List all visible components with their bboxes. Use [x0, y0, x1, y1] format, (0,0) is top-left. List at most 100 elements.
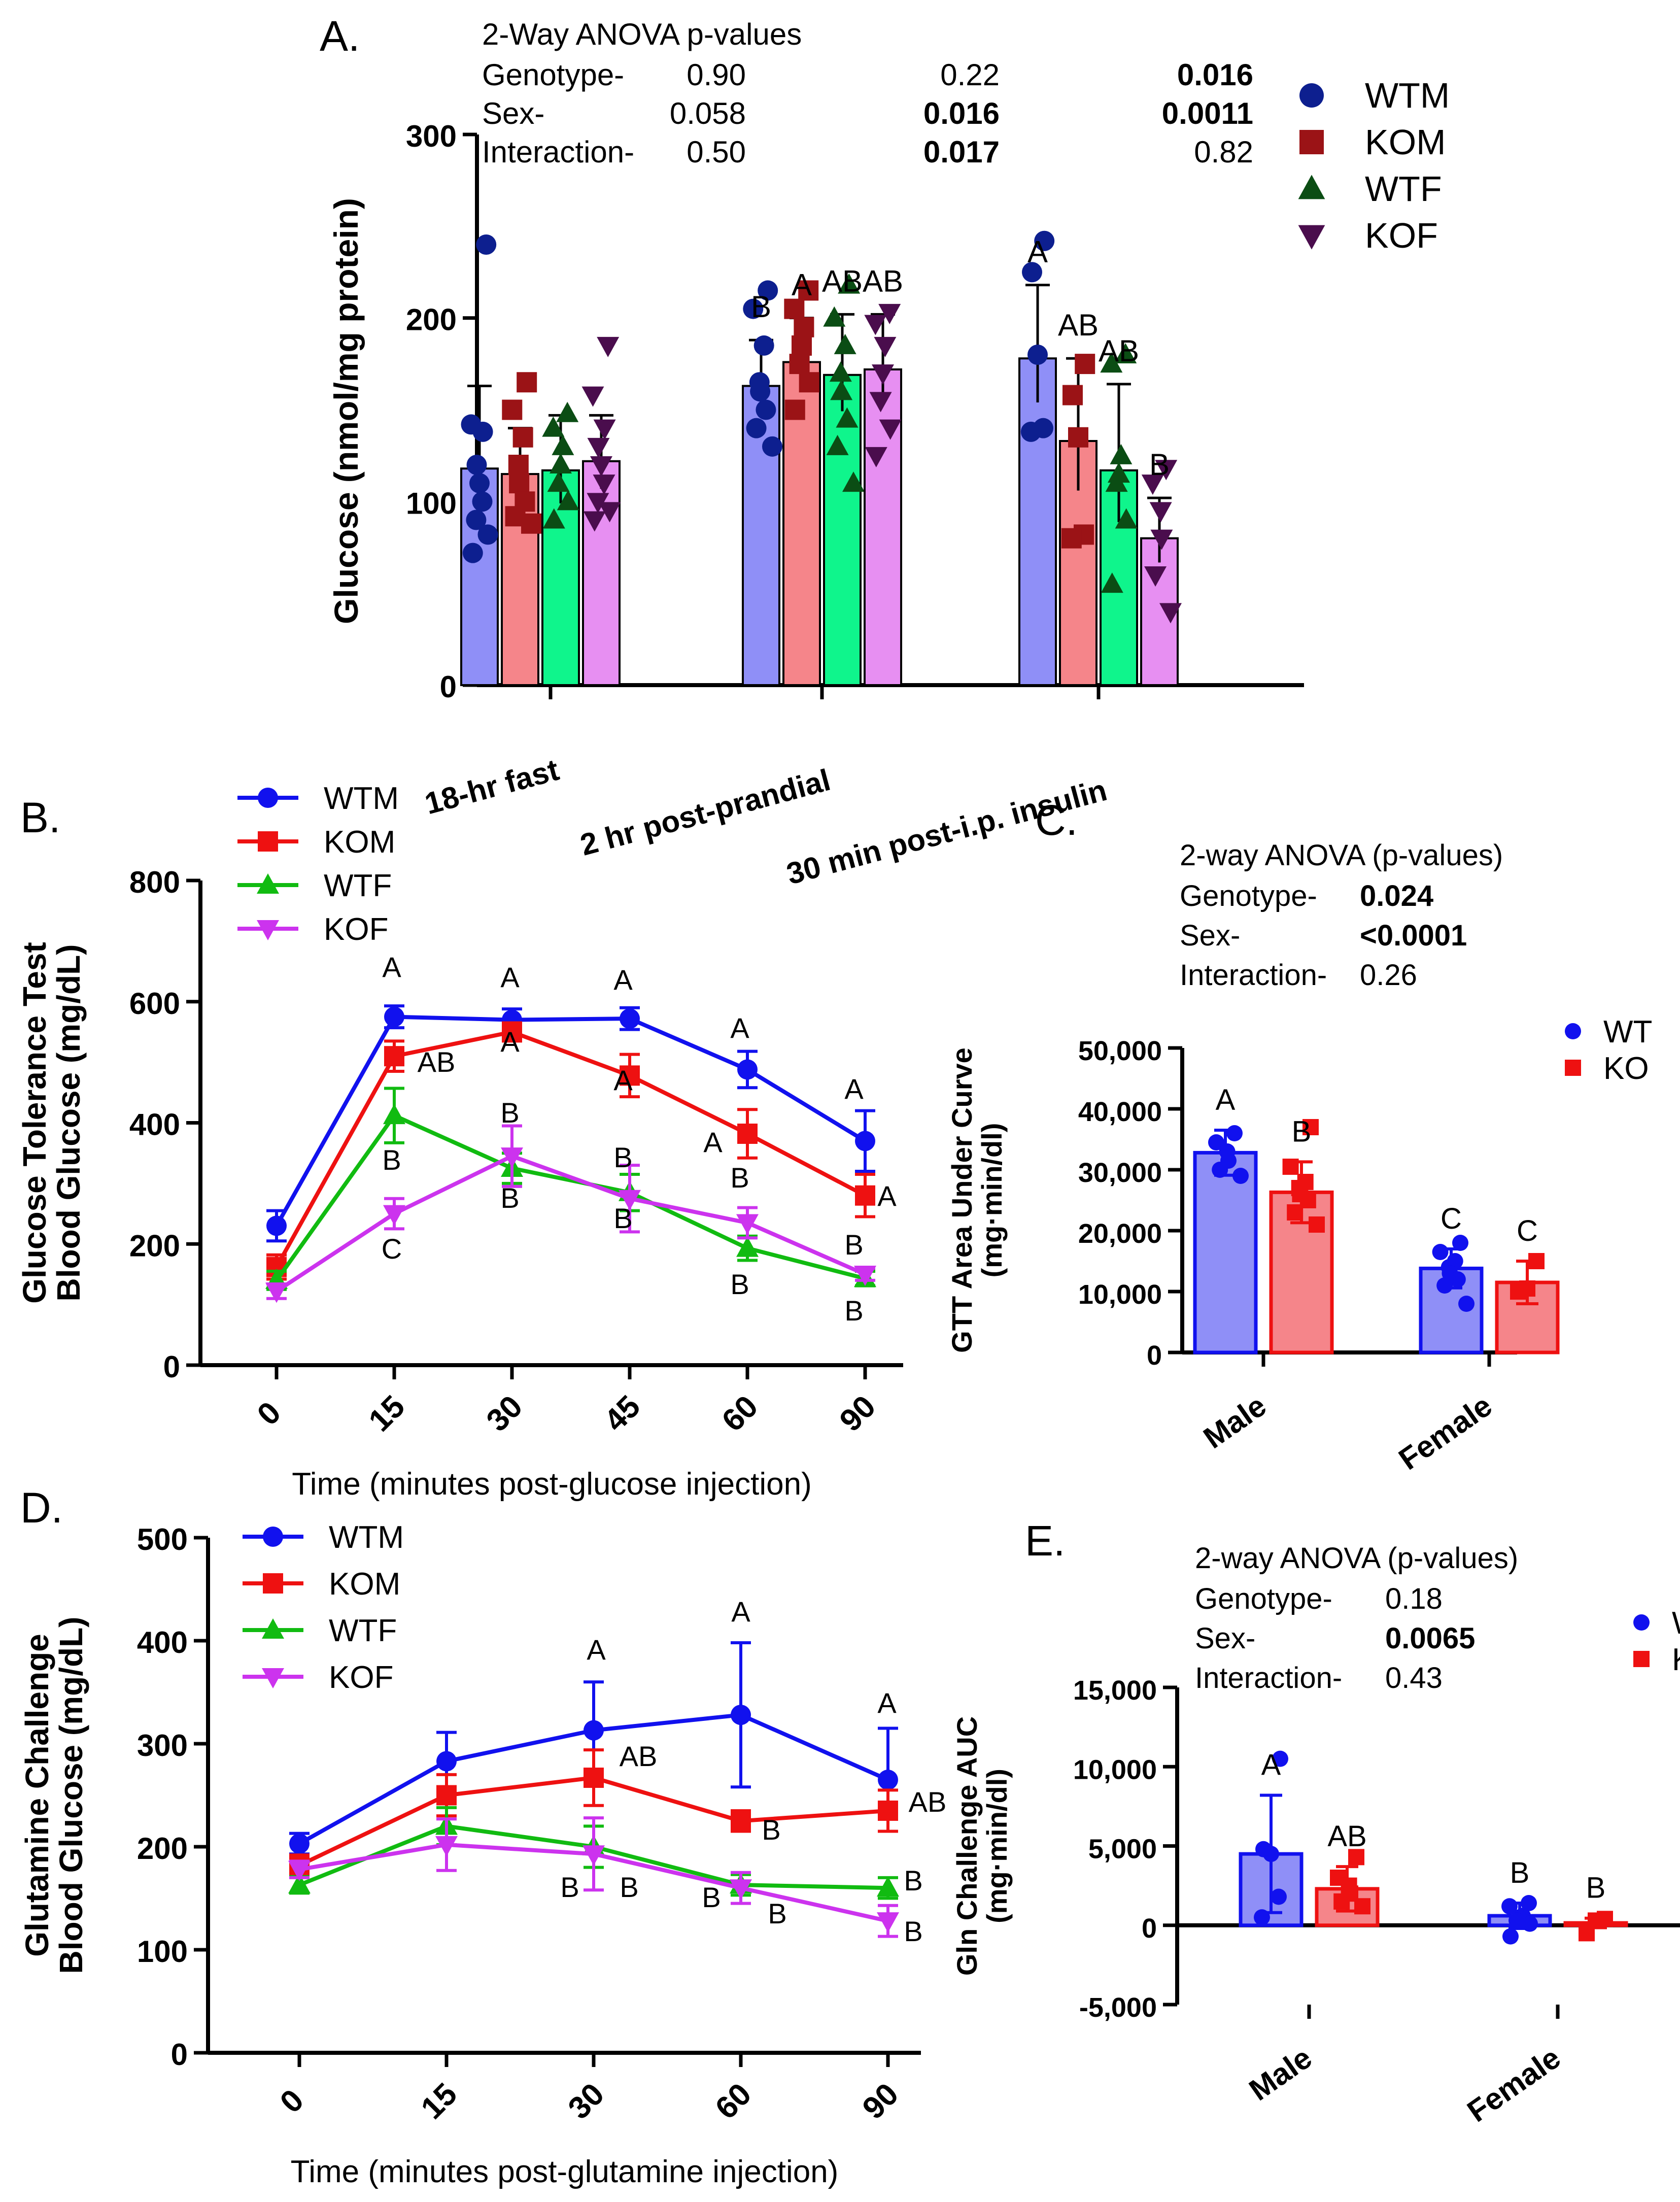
c-anova-p-value: 0.024 — [1360, 879, 1433, 912]
d-data-point — [289, 1833, 310, 1854]
a-data-point — [750, 381, 771, 402]
e-y-tick-label: -5,000 — [1079, 1992, 1157, 2023]
d-data-point — [436, 1751, 457, 1772]
d-legend-marker — [263, 1527, 283, 1547]
e-anova-p-value: 0.43 — [1385, 1662, 1443, 1695]
d-significance-letter: A — [877, 1687, 897, 1719]
c-data-point — [1232, 1168, 1249, 1184]
a-anova-p-value: 0.90 — [687, 58, 746, 92]
b-data-point — [854, 1265, 876, 1286]
c-data-point — [1302, 1119, 1319, 1135]
a-data-point — [829, 361, 852, 382]
c-data-point — [1449, 1271, 1466, 1288]
d-significance-letter: AB — [909, 1786, 947, 1818]
a-anova-p-value: 0.50 — [687, 135, 746, 169]
a-data-point — [587, 437, 610, 458]
b-significance-letter: A — [500, 961, 520, 993]
d-legend-label: WTF — [329, 1613, 397, 1648]
a-data-point — [1110, 444, 1133, 464]
d-y-tick-label: 400 — [137, 1625, 188, 1659]
a-y-tick-label: 200 — [406, 303, 457, 337]
c-anova-p-value: 0.26 — [1360, 959, 1417, 992]
a-data-point — [743, 298, 764, 319]
a-data-point — [542, 416, 565, 437]
d-data-point — [288, 1873, 311, 1894]
b-series-line — [275, 1113, 866, 1282]
c-anova-p-value: <0.0001 — [1360, 919, 1467, 952]
b-significance-letter: C — [382, 1233, 402, 1265]
b-significance-letter: B — [730, 1162, 749, 1194]
a-data-point — [1022, 262, 1042, 283]
a-data-point — [1105, 471, 1128, 492]
a-data-point — [583, 511, 606, 532]
a-data-point — [593, 475, 615, 495]
a-data-point — [512, 427, 533, 448]
b-legend-label: KOF — [324, 912, 388, 947]
d-legend-label: KOM — [329, 1567, 400, 1602]
d-x-tick-label: 60 — [709, 2077, 759, 2126]
c-significance-letter: C — [1517, 1214, 1538, 1247]
e-anova-row-label: Genotype- — [1195, 1582, 1332, 1615]
a-y-tick-label: 0 — [440, 670, 457, 704]
b-significance-letter: A — [844, 1073, 864, 1105]
c-legend-marker — [1565, 1023, 1581, 1039]
d-y-tick-label: 200 — [137, 1832, 188, 1866]
c-data-point — [1287, 1204, 1304, 1221]
a-anova-p-value: 0.016 — [923, 96, 1000, 130]
c-y-tick-label: 50,000 — [1078, 1036, 1162, 1066]
d-significance-letter: B — [702, 1881, 721, 1913]
c-anova-row-label: Sex- — [1180, 919, 1240, 952]
e-anova-p-value: 0.18 — [1385, 1582, 1443, 1615]
e-significance-letter: AB — [1327, 1820, 1366, 1853]
a-data-point — [1100, 352, 1123, 373]
b-significance-letter: B — [613, 1202, 632, 1234]
b-significance-letter: A — [703, 1126, 723, 1158]
b-significance-letter: B — [844, 1229, 863, 1261]
a-data-point — [865, 447, 887, 467]
d-data-point — [877, 1912, 899, 1933]
a-data-point — [1101, 572, 1123, 593]
b-x-tick-label: 15 — [362, 1389, 412, 1439]
a-data-point — [1108, 462, 1130, 483]
chart-e-gln-auc-bars: E. -5,000 0 5,000 10,000 15,000 Gln Challenge … — [951, 1517, 1680, 2128]
b-data-point — [383, 1205, 405, 1226]
a-data-point — [1159, 603, 1182, 624]
e-data-point — [1508, 1912, 1525, 1929]
a-data-point — [826, 434, 849, 455]
a-bar — [864, 368, 902, 686]
a-data-point — [758, 280, 778, 301]
e-data-point — [1354, 1898, 1370, 1915]
b-data-point — [384, 1046, 404, 1067]
b-significance-letter: B — [844, 1295, 863, 1327]
e-x-tick-label: Male — [1243, 2041, 1318, 2107]
a-bar — [742, 385, 780, 686]
c-anova-row-label: Genotype- — [1180, 879, 1317, 912]
a-data-point — [542, 508, 565, 529]
a-data-point — [792, 335, 812, 356]
b-x-tick-label: 60 — [715, 1389, 765, 1439]
c-y-tick-label: 20,000 — [1078, 1218, 1162, 1249]
d-y-axis-label: Blood Glucose (mg/dL) — [53, 1617, 89, 1974]
b-data-point — [855, 1185, 875, 1206]
a-data-point — [462, 543, 483, 563]
a-data-point — [838, 273, 861, 294]
a-anova-row-label: Genotype- — [482, 58, 624, 92]
a-legend-label: KOM — [1365, 122, 1446, 162]
d-legend-marker — [262, 1618, 284, 1639]
a-data-point — [799, 372, 819, 393]
e-y-tick-label: 0 — [1142, 1913, 1157, 1944]
a-data-point — [521, 513, 541, 534]
b-series-line — [275, 1030, 866, 1268]
a-data-point — [842, 471, 865, 492]
a-data-point — [1075, 354, 1095, 375]
e-anova-title: 2-way ANOVA (p-values) — [1195, 1542, 1518, 1575]
b-data-point — [620, 1065, 640, 1086]
c-y-tick-label: 0 — [1147, 1340, 1162, 1371]
a-significance-letter: AB — [822, 264, 863, 298]
a-anova-p-value: 0.0011 — [1162, 96, 1253, 130]
b-y-tick-label: 0 — [163, 1350, 180, 1384]
e-legend-label: K — [1672, 1642, 1680, 1677]
c-significance-letter: A — [1216, 1083, 1236, 1116]
a-data-point — [798, 280, 819, 301]
